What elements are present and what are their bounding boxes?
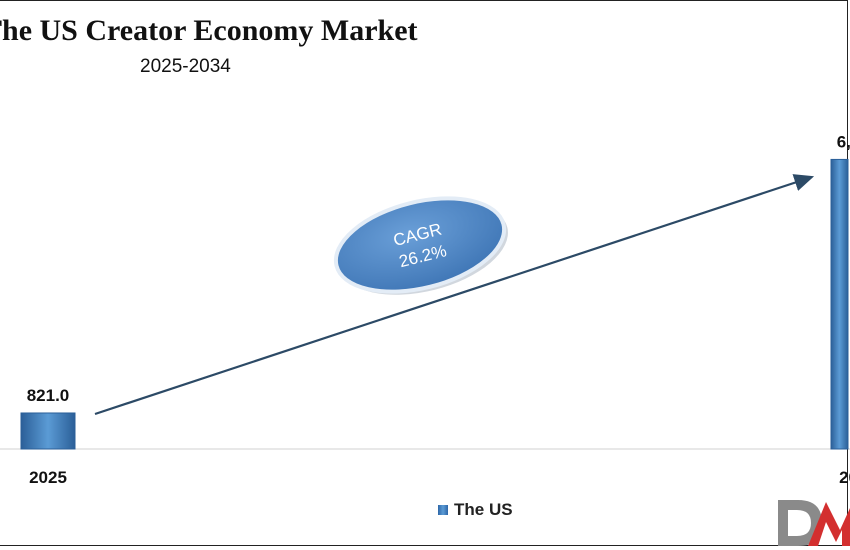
tick-label-2034: 2034: [839, 468, 850, 487]
cagr-ellipse: [333, 196, 507, 294]
bar-2034: [830, 158, 849, 450]
cagr-badge: CAGR 26.2%: [333, 196, 508, 295]
logo-m-shape: [808, 502, 850, 546]
dm-logo: [778, 500, 850, 546]
cagr-arrow: [94, 174, 815, 416]
logo-d-shape: [778, 500, 822, 546]
value-label-2034: 6,600: [837, 132, 850, 151]
legend-swatch: [438, 505, 448, 515]
value-label-2025: 821.0: [27, 386, 70, 405]
tick-label-2025: 2025: [29, 468, 67, 487]
chart-subtitle: 2025-2034: [140, 56, 231, 77]
bar-2025: [20, 412, 76, 450]
legend-label: The US: [454, 500, 513, 519]
chart-title: The US Creator Economy Market: [0, 14, 418, 47]
chart-legend: The US: [438, 500, 513, 520]
